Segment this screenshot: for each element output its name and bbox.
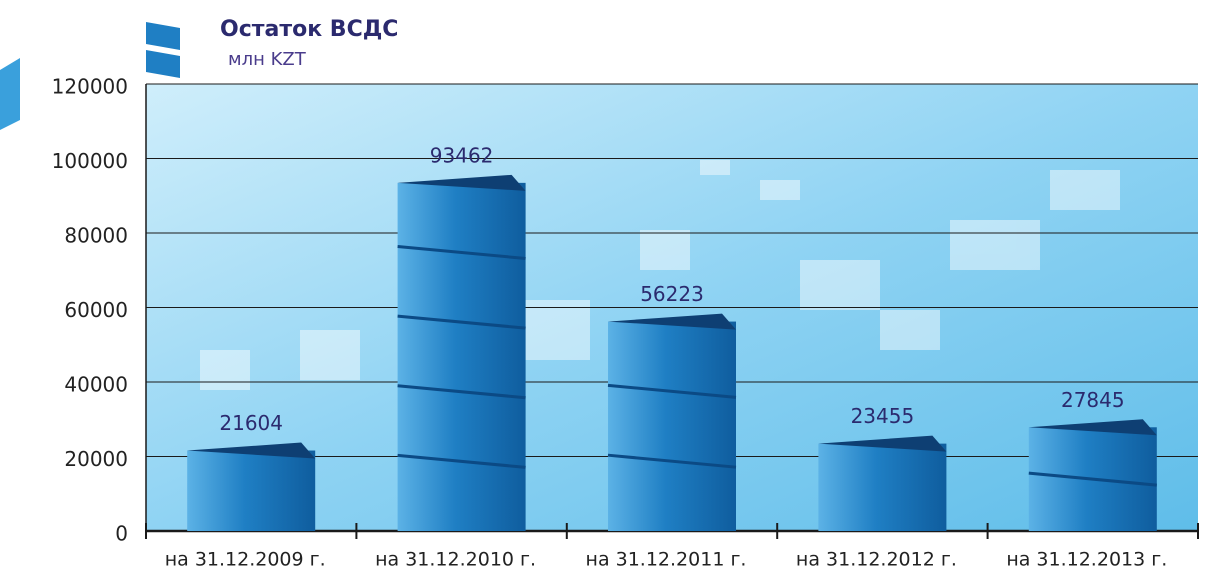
- value-label: 56223: [640, 282, 704, 306]
- icon: [146, 50, 180, 78]
- bar-segment: [397, 384, 526, 400]
- x-tick-label: на 31.12.2009 г.: [165, 549, 326, 571]
- y-tick-label: 80000: [64, 224, 128, 248]
- bar-segment: [607, 453, 737, 469]
- icon: [0, 58, 20, 130]
- bar-top: [397, 174, 526, 191]
- chart-subtitle: млн KZT: [228, 49, 307, 70]
- x-tick-label: на 31.12.2013 г.: [1006, 549, 1167, 571]
- bar: [608, 321, 736, 531]
- y-tick-label: 100000: [52, 149, 128, 173]
- bar-segment: [397, 314, 526, 330]
- bar-top: [818, 435, 947, 452]
- bar-top: [1028, 419, 1157, 436]
- bar-top: [608, 313, 736, 330]
- bar: [818, 443, 947, 531]
- y-tick-label: 40000: [64, 373, 128, 397]
- decoration: [200, 160, 1120, 390]
- x-tick-label: на 31.12.2012 г.: [796, 549, 957, 571]
- y-tick-label: 20000: [64, 447, 128, 471]
- value-label: 27845: [1061, 388, 1125, 412]
- bar-segment: [397, 453, 526, 469]
- y-tick-label: 120000: [52, 75, 128, 99]
- bar-segment: [607, 383, 737, 399]
- value-label: 93462: [430, 143, 494, 167]
- x-tick-label: на 31.12.2011 г.: [586, 549, 747, 571]
- bar: [397, 182, 526, 531]
- y-tick-label: 60000: [64, 298, 128, 322]
- value-label: 23455: [851, 404, 915, 428]
- chart-title: Остаток ВСДС: [220, 17, 398, 42]
- value-label: 21604: [219, 411, 283, 435]
- bar-top: [187, 442, 316, 459]
- x-tick-label: на 31.12.2010 г.: [375, 549, 536, 571]
- bar-segment: [397, 244, 526, 260]
- bar-segment: [1028, 471, 1157, 487]
- y-tick-label: 0: [115, 522, 128, 546]
- bar: [187, 450, 316, 531]
- icon: [146, 22, 180, 50]
